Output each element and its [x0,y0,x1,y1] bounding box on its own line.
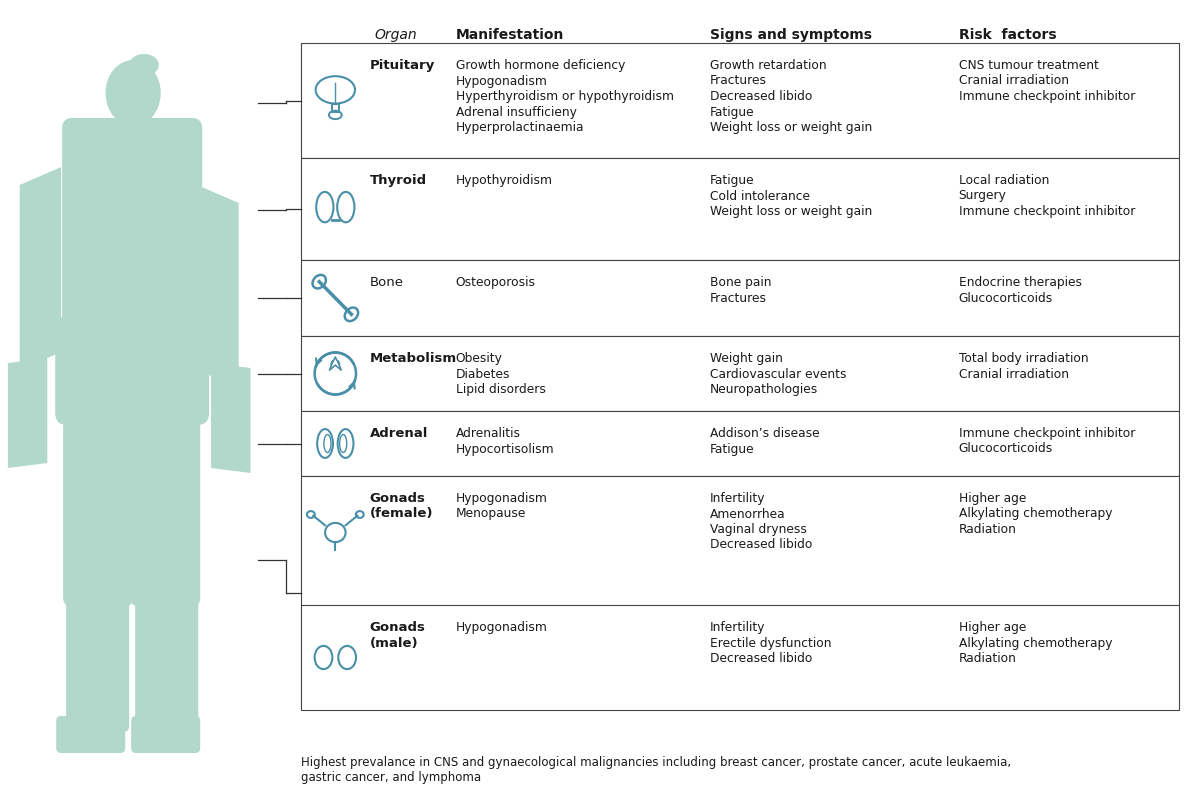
Text: Local radiation: Local radiation [959,174,1049,187]
Text: Manifestation: Manifestation [456,28,564,42]
Text: Cardiovascular events: Cardiovascular events [710,368,847,381]
Text: Weight loss or weight gain: Weight loss or weight gain [710,205,872,218]
Polygon shape [211,363,251,473]
Polygon shape [19,167,61,370]
Text: Fatigue: Fatigue [710,105,755,118]
Text: Gonads: Gonads [370,492,426,505]
Text: Obesity: Obesity [456,352,503,365]
Text: Cranial irradiation: Cranial irradiation [959,74,1069,88]
FancyBboxPatch shape [136,585,198,732]
Ellipse shape [130,54,158,76]
Text: Fatigue: Fatigue [710,174,755,187]
Text: Highest prevalance in CNS and gynaecological malignancies including breast cance: Highest prevalance in CNS and gynaecolog… [301,756,1010,784]
Text: Erectile dysfunction: Erectile dysfunction [710,637,832,650]
Text: Weight gain: Weight gain [710,352,782,365]
Text: Immune checkpoint inhibitor: Immune checkpoint inhibitor [959,427,1135,440]
Text: Alkylating chemotherapy: Alkylating chemotherapy [959,508,1112,520]
Text: Adrenal: Adrenal [370,427,428,440]
Text: Surgery: Surgery [959,189,1007,203]
Text: Cold intolerance: Cold intolerance [710,189,810,203]
FancyBboxPatch shape [301,336,1178,411]
FancyBboxPatch shape [131,716,200,753]
Text: Weight loss or weight gain: Weight loss or weight gain [710,121,872,134]
Text: Thyroid: Thyroid [370,174,427,187]
Text: Gonads: Gonads [370,621,426,634]
Text: Growth hormone deficiency: Growth hormone deficiency [456,59,625,72]
FancyBboxPatch shape [64,395,133,606]
Text: Immune checkpoint inhibitor: Immune checkpoint inhibitor [959,90,1135,103]
Text: Decreased libido: Decreased libido [710,90,812,103]
Polygon shape [197,185,239,388]
Text: Alkylating chemotherapy: Alkylating chemotherapy [959,637,1112,650]
Text: Fractures: Fractures [710,74,767,88]
FancyBboxPatch shape [62,118,202,346]
Ellipse shape [106,60,161,126]
Text: Higher age: Higher age [959,492,1026,505]
FancyBboxPatch shape [301,260,1178,336]
Text: Menopause: Menopause [456,508,526,520]
Text: Hypogonadism: Hypogonadism [456,621,547,634]
Text: Bone pain: Bone pain [710,276,772,289]
Text: Glucocorticoids: Glucocorticoids [959,443,1052,456]
Text: Hyperprolactinaemia: Hyperprolactinaemia [456,121,584,134]
FancyBboxPatch shape [301,43,1178,158]
FancyBboxPatch shape [301,476,1178,710]
Text: Hypogonadism: Hypogonadism [456,74,547,88]
Text: Radiation: Radiation [959,652,1016,665]
Text: Decreased libido: Decreased libido [710,539,812,551]
Text: Metabolism: Metabolism [370,352,457,365]
Text: Growth retardation: Growth retardation [710,59,827,72]
Text: Endocrine therapies: Endocrine therapies [959,276,1081,289]
Text: Bone: Bone [370,276,404,289]
Text: Signs and symptoms: Signs and symptoms [710,28,872,42]
Text: Higher age: Higher age [959,621,1026,634]
Text: Risk  factors: Risk factors [959,28,1056,42]
Text: Decreased libido: Decreased libido [710,652,812,665]
FancyBboxPatch shape [301,158,1178,260]
Text: Glucocorticoids: Glucocorticoids [959,291,1052,305]
Text: Adrenalitis: Adrenalitis [456,427,521,440]
FancyBboxPatch shape [122,108,144,135]
Text: (male): (male) [370,637,419,650]
Polygon shape [8,358,47,468]
FancyBboxPatch shape [56,716,125,753]
Text: Immune checkpoint inhibitor: Immune checkpoint inhibitor [959,205,1135,218]
Text: Total body irradiation: Total body irradiation [959,352,1088,365]
Text: Infertility: Infertility [710,621,766,634]
FancyBboxPatch shape [66,585,130,732]
Text: Amenorrhea: Amenorrhea [710,508,786,520]
Text: Radiation: Radiation [959,523,1016,536]
Text: Hyperthyroidism or hypothyroidism: Hyperthyroidism or hypothyroidism [456,90,673,103]
Text: Addison’s disease: Addison’s disease [710,427,820,440]
Text: Vaginal dryness: Vaginal dryness [710,523,806,536]
FancyBboxPatch shape [130,395,200,606]
Text: CNS tumour treatment: CNS tumour treatment [959,59,1098,72]
Text: Organ: Organ [374,28,418,42]
Text: Cranial irradiation: Cranial irradiation [959,368,1069,381]
Text: Fatigue: Fatigue [710,443,755,456]
Text: Adrenal insufficieny: Adrenal insufficieny [456,105,576,118]
Text: Diabetes: Diabetes [456,368,510,381]
FancyBboxPatch shape [55,316,209,425]
Text: Infertility: Infertility [710,492,766,505]
FancyBboxPatch shape [301,411,1178,476]
Text: Neuropathologies: Neuropathologies [710,383,818,396]
Text: Fractures: Fractures [710,291,767,305]
Text: Hypogonadism: Hypogonadism [456,492,547,505]
Text: Pituitary: Pituitary [370,59,436,72]
Text: Lipid disorders: Lipid disorders [456,383,546,396]
Text: Osteoporosis: Osteoporosis [456,276,535,289]
Text: (female): (female) [370,508,433,520]
Text: Hypothyroidism: Hypothyroidism [456,174,553,187]
Text: Hypocortisolism: Hypocortisolism [456,443,554,456]
